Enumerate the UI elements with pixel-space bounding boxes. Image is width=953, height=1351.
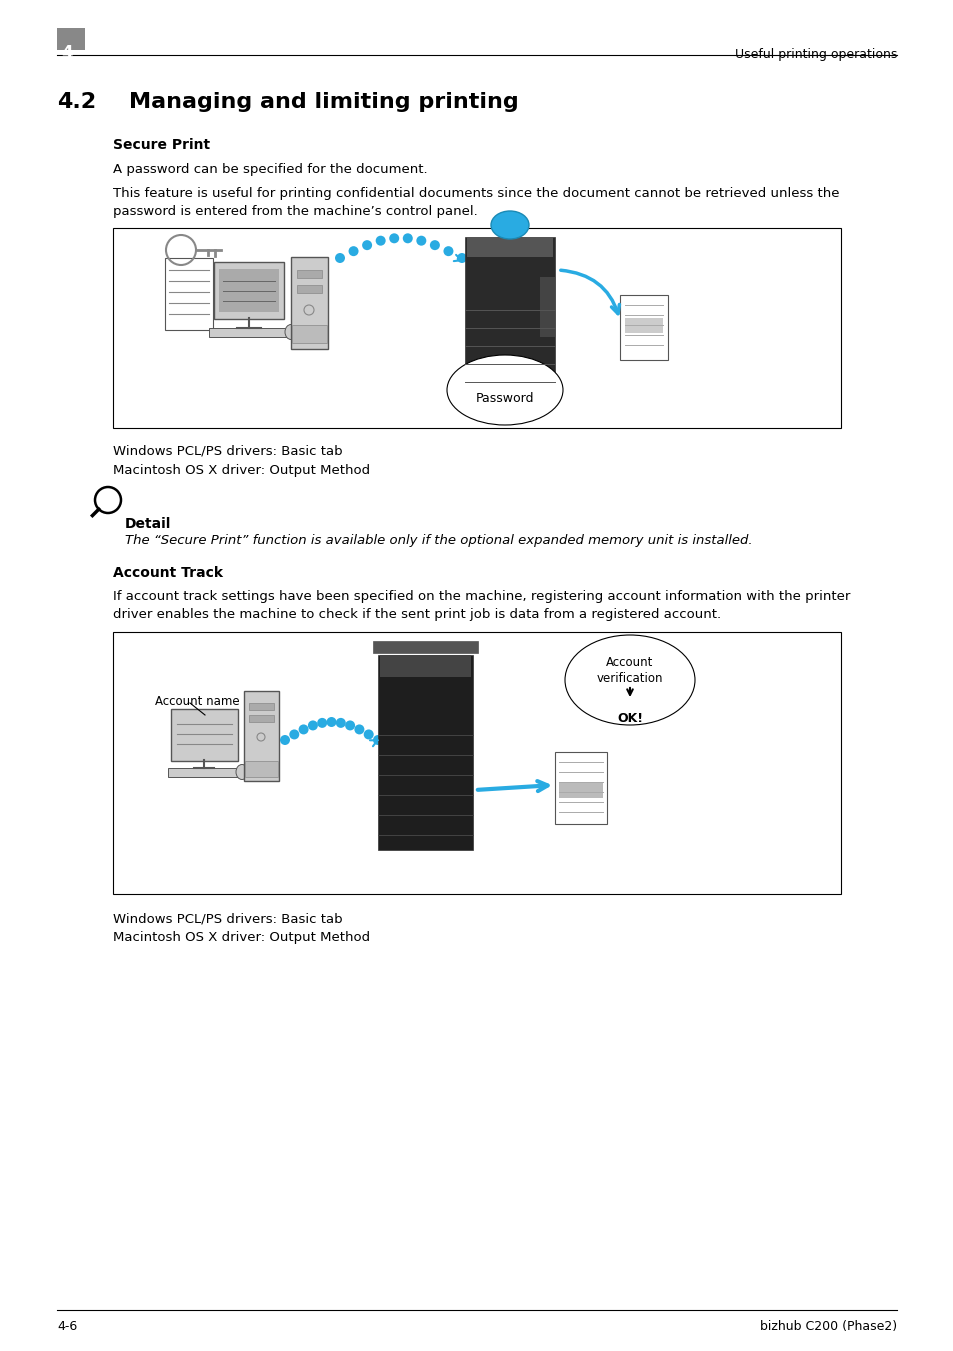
FancyBboxPatch shape — [165, 258, 213, 330]
FancyBboxPatch shape — [171, 709, 237, 761]
FancyBboxPatch shape — [555, 753, 606, 824]
Circle shape — [354, 724, 364, 735]
Text: Macintosh OS X driver: Output Method: Macintosh OS X driver: Output Method — [112, 463, 370, 477]
Circle shape — [348, 246, 358, 257]
Circle shape — [326, 717, 336, 727]
Text: bizhub C200 (Phase2): bizhub C200 (Phase2) — [760, 1320, 896, 1333]
Text: password is entered from the machine’s control panel.: password is entered from the machine’s c… — [112, 205, 477, 218]
Circle shape — [316, 717, 327, 728]
Ellipse shape — [564, 635, 695, 725]
Text: Useful printing operations: Useful printing operations — [734, 49, 896, 61]
Text: Account Track: Account Track — [112, 566, 223, 580]
Text: 4-6: 4-6 — [57, 1320, 77, 1333]
FancyBboxPatch shape — [377, 655, 473, 850]
FancyBboxPatch shape — [219, 269, 278, 312]
Ellipse shape — [491, 211, 529, 239]
Circle shape — [335, 253, 345, 263]
Text: OK!: OK! — [617, 712, 642, 725]
Circle shape — [289, 730, 299, 739]
FancyBboxPatch shape — [57, 28, 85, 50]
Circle shape — [389, 234, 398, 243]
FancyBboxPatch shape — [112, 632, 841, 894]
FancyBboxPatch shape — [624, 317, 662, 332]
FancyBboxPatch shape — [296, 285, 322, 293]
Circle shape — [402, 234, 413, 243]
Text: Windows PCL/PS drivers: Basic tab: Windows PCL/PS drivers: Basic tab — [112, 912, 342, 925]
Text: If account track settings have been specified on the machine, registering accoun: If account track settings have been spec… — [112, 590, 849, 603]
Circle shape — [308, 720, 317, 731]
Text: driver enables the machine to check if the sent print job is data from a registe: driver enables the machine to check if t… — [112, 608, 720, 621]
FancyBboxPatch shape — [379, 655, 471, 677]
Text: Macintosh OS X driver: Output Method: Macintosh OS X driver: Output Method — [112, 931, 370, 944]
Ellipse shape — [285, 324, 296, 339]
FancyBboxPatch shape — [213, 262, 284, 319]
Circle shape — [362, 240, 372, 250]
FancyBboxPatch shape — [619, 295, 667, 359]
Circle shape — [375, 235, 385, 246]
FancyBboxPatch shape — [373, 640, 477, 653]
Circle shape — [443, 246, 453, 257]
FancyBboxPatch shape — [296, 270, 322, 278]
Text: Detail: Detail — [125, 517, 172, 531]
FancyBboxPatch shape — [245, 761, 277, 777]
Ellipse shape — [235, 765, 248, 780]
Circle shape — [430, 240, 439, 250]
Circle shape — [298, 724, 308, 735]
Circle shape — [363, 730, 374, 739]
Text: The “Secure Print” function is available only if the optional expanded memory un: The “Secure Print” function is available… — [125, 534, 752, 547]
FancyBboxPatch shape — [464, 236, 555, 397]
Text: Secure Print: Secure Print — [112, 138, 210, 153]
Text: Windows PCL/PS drivers: Basic tab: Windows PCL/PS drivers: Basic tab — [112, 444, 342, 458]
Text: This feature is useful for printing confidential documents since the document ca: This feature is useful for printing conf… — [112, 186, 839, 200]
Text: Account
verification: Account verification — [597, 655, 662, 685]
Circle shape — [345, 720, 355, 731]
Circle shape — [335, 717, 345, 728]
Circle shape — [280, 735, 290, 744]
FancyBboxPatch shape — [558, 782, 602, 798]
FancyBboxPatch shape — [168, 767, 241, 777]
FancyBboxPatch shape — [209, 328, 289, 336]
FancyBboxPatch shape — [112, 228, 841, 428]
FancyBboxPatch shape — [291, 257, 328, 349]
FancyBboxPatch shape — [249, 715, 274, 721]
FancyBboxPatch shape — [249, 703, 274, 711]
Text: 4: 4 — [61, 45, 72, 62]
Circle shape — [456, 253, 467, 263]
Text: 4.2: 4.2 — [57, 92, 96, 112]
Text: Password: Password — [476, 392, 534, 404]
FancyBboxPatch shape — [539, 277, 555, 336]
Text: A password can be specified for the document.: A password can be specified for the docu… — [112, 163, 427, 176]
FancyBboxPatch shape — [244, 690, 278, 781]
Text: Account name: Account name — [154, 694, 239, 708]
Circle shape — [373, 735, 382, 744]
FancyBboxPatch shape — [467, 236, 553, 257]
FancyBboxPatch shape — [292, 326, 327, 343]
Text: Managing and limiting printing: Managing and limiting printing — [129, 92, 518, 112]
Circle shape — [416, 235, 426, 246]
Ellipse shape — [447, 355, 562, 426]
